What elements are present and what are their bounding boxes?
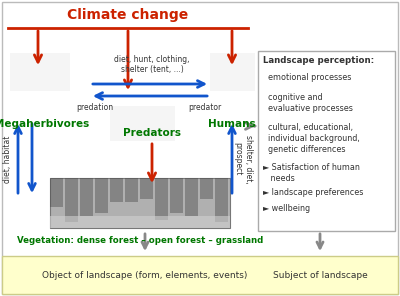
- Bar: [50, 178, 63, 207]
- Text: diet, hunt, clothing,
shelter (tent, ...): diet, hunt, clothing, shelter (tent, ...…: [114, 54, 190, 74]
- Bar: [258, 51, 395, 231]
- Text: emotional processes: emotional processes: [268, 73, 351, 82]
- Bar: [170, 178, 183, 213]
- Text: predation: predation: [76, 103, 114, 112]
- Text: shelter, diet,
prospect: shelter, diet, prospect: [233, 135, 253, 184]
- Bar: [50, 216, 230, 228]
- Text: predator: predator: [188, 103, 222, 112]
- Text: Landscape perception:: Landscape perception:: [263, 56, 374, 65]
- Text: Subject of landscape: Subject of landscape: [273, 271, 367, 279]
- Bar: [125, 178, 138, 202]
- Bar: [155, 178, 168, 220]
- Bar: [2, 256, 398, 294]
- Bar: [95, 178, 108, 213]
- Bar: [50, 178, 230, 228]
- Text: Megaherbivores: Megaherbivores: [0, 119, 90, 129]
- Bar: [10, 53, 70, 91]
- Text: ► wellbeing: ► wellbeing: [263, 204, 310, 213]
- Bar: [215, 178, 228, 222]
- Text: ► landscape preferences: ► landscape preferences: [263, 188, 363, 197]
- Bar: [65, 178, 78, 222]
- Text: diet, habitat: diet, habitat: [4, 135, 12, 183]
- Bar: [210, 53, 255, 91]
- Bar: [200, 178, 213, 199]
- Bar: [110, 106, 175, 141]
- Text: Vegetation: dense forest – open forest – grassland: Vegetation: dense forest – open forest –…: [17, 236, 263, 245]
- Bar: [110, 178, 123, 202]
- Text: Object of landscape (form, elements, events): Object of landscape (form, elements, eve…: [42, 271, 248, 279]
- Bar: [140, 178, 153, 200]
- Text: Predators: Predators: [123, 128, 181, 138]
- Text: Humans: Humans: [208, 119, 256, 129]
- Bar: [80, 178, 93, 216]
- Text: Climate change: Climate change: [67, 8, 189, 22]
- Text: cognitive and
evaluative processes: cognitive and evaluative processes: [268, 93, 353, 113]
- Text: cultural, educational,
individual background,
genetic differences: cultural, educational, individual backgr…: [268, 123, 360, 154]
- Text: ► Satisfaction of human
   needs: ► Satisfaction of human needs: [263, 163, 360, 183]
- Bar: [185, 178, 198, 216]
